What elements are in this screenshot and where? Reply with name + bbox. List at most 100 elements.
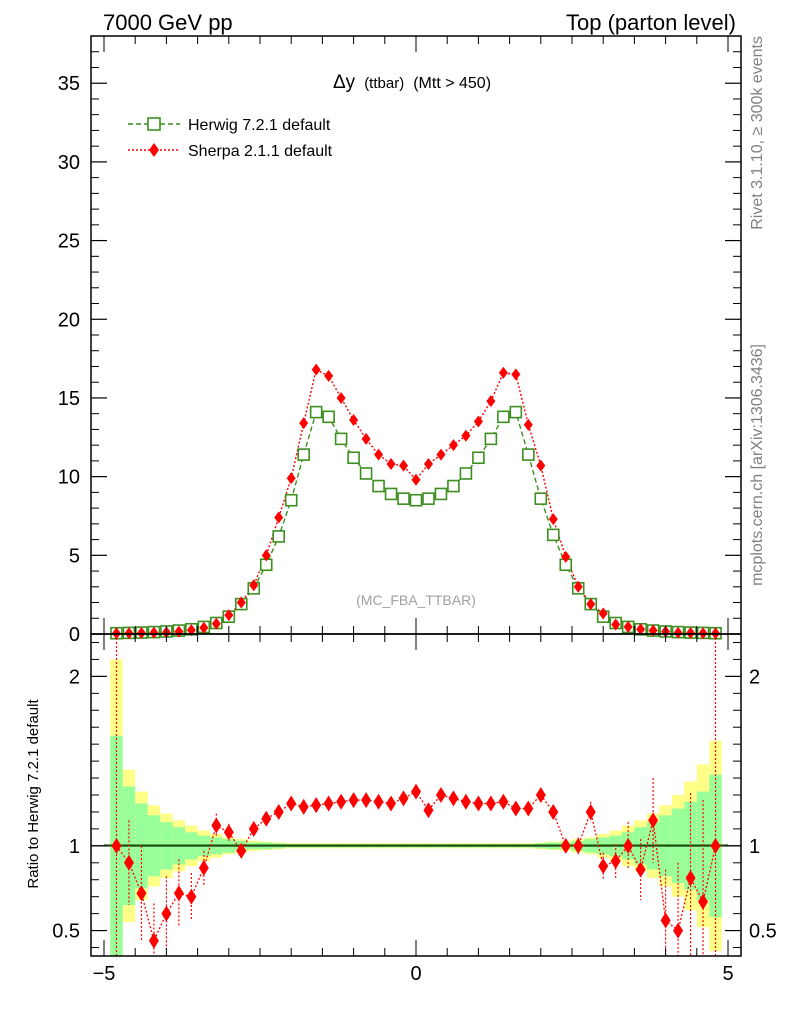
main-panel: 0 5 10 15 20 25 30 35 Δy (ttbar) (Mtt > 450) (M… [58, 35, 742, 646]
sherpa-point [386, 458, 396, 471]
sherpa-point [548, 513, 558, 526]
ratio-point [598, 858, 609, 875]
ratio-point [685, 870, 696, 887]
herwig-point [384, 487, 398, 501]
herwig-point [359, 467, 373, 480]
sherpa-point [236, 596, 246, 609]
sherpa-point [423, 458, 433, 471]
x-tick-label: −5 [93, 963, 116, 985]
herwig-point [459, 467, 473, 480]
legend: Herwig 7.2.1 default Sherpa 2.1.1 defaul… [128, 117, 333, 160]
ratio-point [610, 853, 621, 870]
sherpa-point [224, 609, 234, 622]
sherpa-point [448, 439, 458, 452]
ratio-point [211, 817, 222, 834]
ratio-point [361, 792, 372, 809]
sherpa-point [311, 363, 321, 376]
ratio-point [236, 842, 247, 859]
ratio-point [298, 798, 309, 815]
ratio-tick-label-right: 0.5 [749, 921, 777, 943]
herwig-point [284, 493, 298, 507]
ratio-point [273, 803, 284, 820]
header-right: Top (parton level) [566, 10, 736, 35]
y-tick-label: 20 [58, 309, 80, 331]
ratio-tick-label-right: 1 [749, 836, 760, 858]
ratio-point [510, 800, 521, 817]
sherpa-point [149, 626, 159, 639]
ratio-point [635, 861, 646, 878]
ratio-point [111, 837, 122, 854]
herwig-point [447, 479, 460, 493]
sherpa-point [586, 598, 596, 611]
rivet-label: Rivet 3.1.10, ≥ 300k events [749, 36, 766, 230]
mcplots-label: mcplots.cern.ch [arXiv:1306.3436] [749, 344, 766, 586]
ratio-tick-label-right: 2 [749, 666, 760, 688]
herwig-point [509, 405, 523, 419]
y-tick-label: 10 [58, 467, 80, 489]
sherpa-point [498, 366, 508, 379]
ratio-point [573, 837, 584, 854]
y-tick-label: 35 [58, 73, 80, 95]
y-tick-label: 25 [58, 231, 80, 253]
herwig-point [434, 487, 448, 501]
ratio-point [535, 787, 546, 803]
ratio-point [523, 800, 534, 817]
ratio-point [373, 793, 384, 810]
y-tick-label: 5 [69, 545, 80, 567]
y-tick-label: 15 [58, 388, 80, 410]
title-symbol: Δy [333, 72, 356, 93]
sherpa-point [124, 627, 134, 640]
sherpa-point [136, 627, 146, 640]
ratio-point [286, 795, 297, 812]
legend-herwig-marker [147, 117, 161, 131]
herwig-point [497, 410, 510, 424]
sherpa-point [249, 579, 259, 592]
ratio-point [411, 783, 421, 800]
y-tick-label: 30 [58, 152, 80, 174]
ratio-point [498, 793, 509, 810]
herwig-point [372, 479, 385, 493]
sherpa-point [511, 368, 521, 381]
sherpa-point [561, 550, 571, 563]
herwig-point [272, 530, 286, 543]
sherpa-point [573, 580, 583, 593]
ratio-point [161, 905, 172, 922]
ratio-point [623, 837, 634, 854]
sherpa-point [461, 429, 471, 442]
header-left: 7000 GeV pp [103, 10, 233, 35]
watermark: (MC_FBA_TTBAR) [356, 592, 476, 608]
ratio-point [186, 888, 197, 905]
sherpa-point [536, 459, 546, 472]
sherpa-point [686, 627, 696, 640]
ratio-point [560, 837, 571, 854]
ratio-point [386, 795, 397, 812]
sherpa-point [698, 627, 708, 640]
title-rest: (Mtt > 450) [413, 75, 491, 92]
ratio-tick-label: 0.5 [52, 921, 80, 943]
ratio-point [198, 859, 209, 876]
herwig-point [322, 410, 335, 424]
herwig-point [334, 432, 348, 446]
ratio-point [223, 824, 234, 841]
ratio-point [710, 837, 721, 854]
sherpa-point [286, 472, 296, 485]
ratio-point [173, 885, 184, 902]
ratio-panel: 0.5 0.5 1 1 2 2 Ratio to Herwig 7.2.1 default [25, 633, 777, 957]
x-tick-label: 0 [410, 963, 421, 985]
ratio-point [485, 795, 496, 812]
ratio-point [336, 793, 347, 810]
sherpa-point [623, 620, 633, 633]
ratio-tick-label: 1 [69, 836, 80, 858]
sherpa-point [374, 448, 384, 461]
sherpa-point [473, 415, 483, 428]
ratio-point [261, 810, 272, 827]
sherpa-point [199, 621, 209, 634]
sherpa-point [274, 511, 284, 524]
sherpa-point [211, 617, 221, 630]
sherpa-point [349, 413, 359, 426]
sherpa-point [361, 432, 371, 445]
sherpa-point [186, 624, 196, 637]
title-small: (ttbar) [364, 75, 404, 92]
ratio-point [136, 885, 147, 902]
sherpa-point [399, 459, 409, 472]
